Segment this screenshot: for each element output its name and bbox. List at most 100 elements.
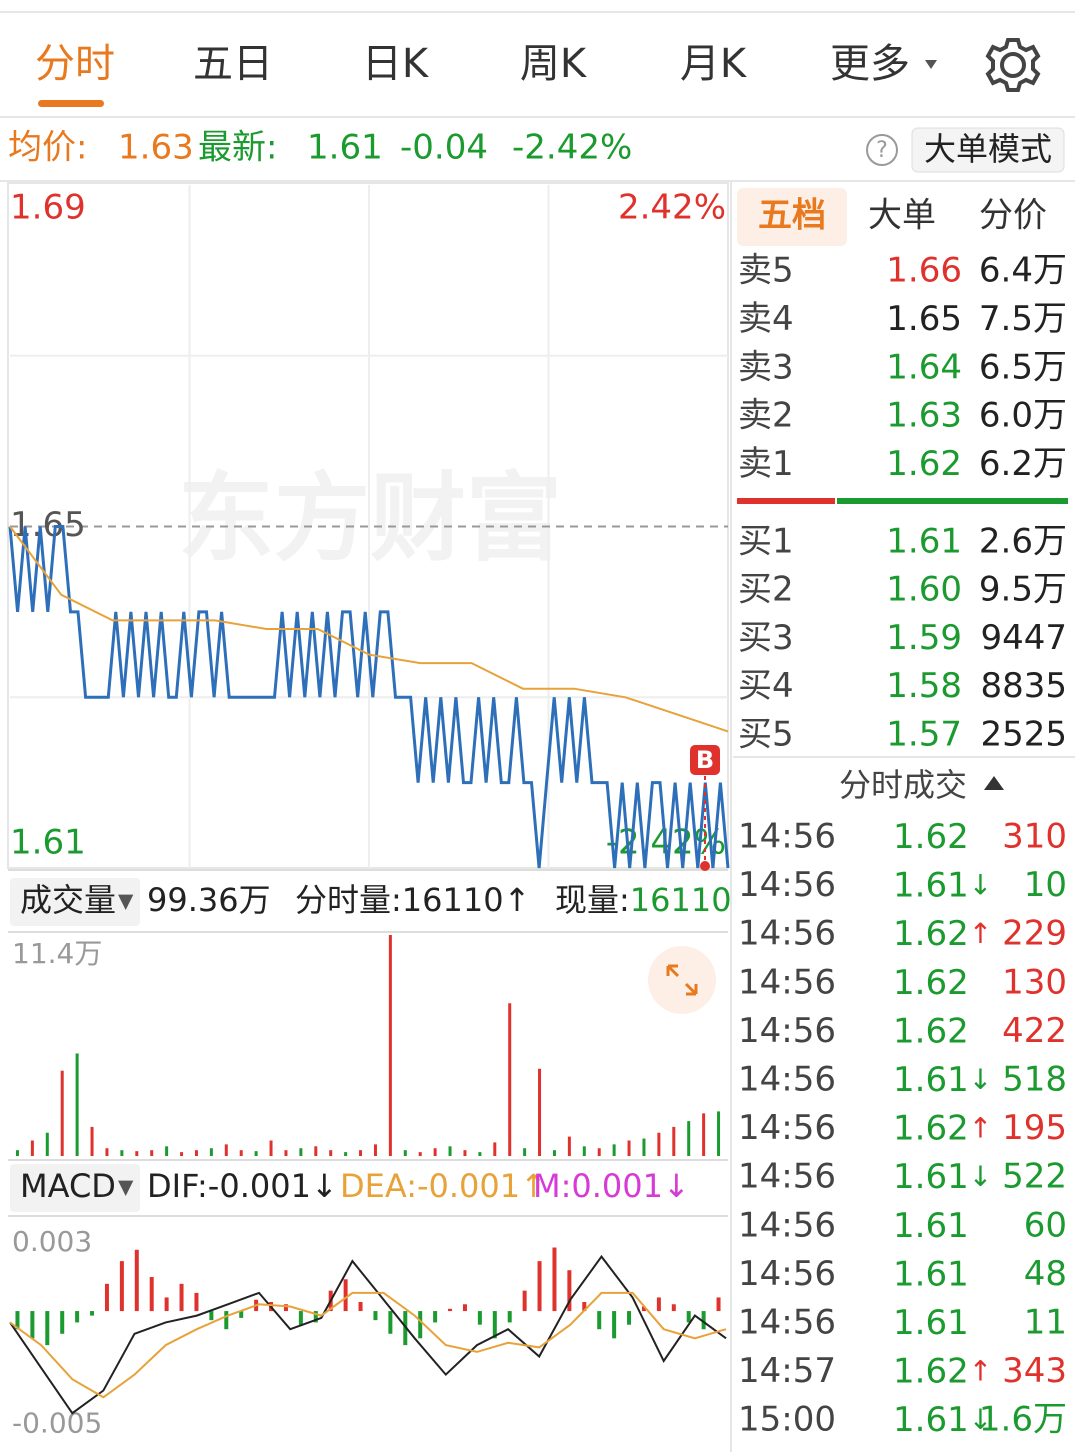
dropdown[interactable]: [10, 1164, 140, 1212]
volume-bar: [239, 1150, 243, 1156]
level-label: 买5: [738, 714, 794, 754]
latest-value: 1.61: [307, 128, 383, 168]
expand-button[interactable]: [648, 946, 716, 1014]
trade-volume: 422: [1002, 1011, 1067, 1051]
trades-title[interactable]: 分时成交: [839, 766, 967, 804]
level-label: 买3: [738, 618, 794, 658]
volume-bar: [224, 1144, 228, 1156]
trade-volume: 130: [1002, 962, 1067, 1002]
level-label: 买4: [738, 666, 794, 706]
trade-volume: 195: [1002, 1108, 1067, 1148]
volume-bar: [284, 1150, 288, 1156]
tab[interactable]: 月K: [680, 41, 748, 87]
y-tick-label: 1.61: [10, 823, 86, 863]
volume-bar: [403, 1150, 407, 1156]
orderbook-tab[interactable]: 五档: [758, 196, 826, 236]
macd-bar: [194, 1292, 199, 1312]
level-price: 1.59: [886, 618, 962, 658]
macd-bar: [388, 1311, 393, 1334]
volume-bar: [105, 1148, 109, 1156]
y-tick-label: -0.005: [12, 1407, 102, 1440]
trade-price-value: 1.62: [893, 1108, 969, 1148]
avg-label: 均价:: [8, 128, 87, 168]
macd-bar: [582, 1301, 587, 1312]
level-label: 卖1: [738, 444, 794, 484]
trade-time: 14:56: [738, 914, 836, 954]
macd-bar: [537, 1261, 542, 1312]
current-volume: 现量:16110: [555, 881, 732, 919]
svg-text:?: ?: [876, 138, 888, 163]
tab[interactable]: 五日: [193, 41, 273, 87]
macd-bar: [433, 1311, 438, 1323]
more-arrow: [925, 60, 937, 69]
level-label: 卖3: [738, 347, 794, 387]
tab[interactable]: 分时: [35, 41, 115, 87]
sort-arrow[interactable]: [984, 776, 1004, 790]
orderbook-tab[interactable]: 大单: [868, 196, 936, 236]
trade-price: 1.61: [893, 1254, 969, 1294]
settings-icon[interactable]: [985, 38, 1041, 92]
tab[interactable]: 周K: [520, 41, 588, 87]
mode-button-label[interactable]: 大单模式: [924, 130, 1052, 168]
dropdown[interactable]: [10, 878, 140, 926]
trade-time: 14:56: [738, 1157, 836, 1197]
dea: DEA:-0.001↑: [340, 1167, 547, 1205]
trade-price: 1.62: [893, 817, 969, 857]
volume-bar: [538, 1068, 542, 1156]
trade-volume: 48: [1024, 1254, 1067, 1294]
level-volume: 6.4万: [979, 251, 1067, 291]
trade-price: 1.62↑: [893, 1108, 992, 1148]
level-price: 1.60: [886, 570, 962, 610]
level-volume: 2525: [980, 714, 1067, 754]
level-price: 1.62: [886, 444, 962, 484]
minute-volume: 分时量:16110↑: [295, 881, 530, 919]
volume-bar: [493, 1142, 497, 1156]
trade-volume: 60: [1024, 1205, 1067, 1245]
level-volume: 6.5万: [979, 347, 1067, 387]
dropdown-arrow: ▼: [118, 889, 134, 913]
trade-direction: ↓: [969, 1063, 992, 1096]
tab[interactable]: 更多: [830, 41, 910, 87]
trade-price-value: 1.61: [893, 1060, 969, 1100]
volume-bar: [717, 1111, 721, 1156]
volume-bar: [582, 1146, 586, 1156]
trade-time: 15:00: [738, 1400, 836, 1440]
help-icon[interactable]: ?: [866, 134, 898, 166]
trade-direction: ↓: [969, 869, 992, 902]
macd-bar: [477, 1311, 482, 1325]
volume-bar: [627, 1140, 631, 1156]
volume-bar: [15, 1150, 19, 1156]
macd-bar: [671, 1304, 676, 1312]
tab[interactable]: 日K: [362, 41, 430, 87]
y2-tick-label: 2.42%: [618, 188, 726, 228]
orderbook-tab[interactable]: 分价: [979, 196, 1047, 236]
macd-bar: [462, 1304, 467, 1312]
macd-bar: [507, 1311, 512, 1323]
marker-label: B: [696, 746, 714, 774]
level-label: 买2: [738, 570, 794, 610]
tab-underline: [38, 100, 104, 107]
macd-bar: [209, 1311, 214, 1321]
macd-label[interactable]: MACD: [20, 1167, 116, 1205]
trade-price: 1.61↓: [893, 1060, 992, 1100]
macd-bar: [686, 1311, 691, 1323]
macd-bar: [224, 1311, 229, 1330]
macd-bar: [30, 1311, 35, 1339]
volume-bar: [448, 1146, 452, 1156]
trade-direction: ↑: [969, 1112, 992, 1145]
mode-button[interactable]: [911, 127, 1065, 173]
trade-price: 1.61: [893, 1205, 969, 1245]
macd-m: M:0.001↓: [533, 1167, 690, 1205]
change: -0.04: [400, 128, 488, 168]
volume-bar: [373, 1144, 377, 1156]
avg-price-line: [9, 525, 729, 733]
volume-label[interactable]: 成交量: [20, 881, 116, 919]
trade-time: 14:56: [738, 962, 836, 1002]
trade-time: 14:56: [738, 1254, 836, 1294]
level-label: 卖5: [738, 251, 794, 291]
trade-price-value: 1.62: [893, 817, 969, 857]
macd-bar: [179, 1283, 184, 1312]
trade-volume: 229: [1002, 914, 1067, 954]
